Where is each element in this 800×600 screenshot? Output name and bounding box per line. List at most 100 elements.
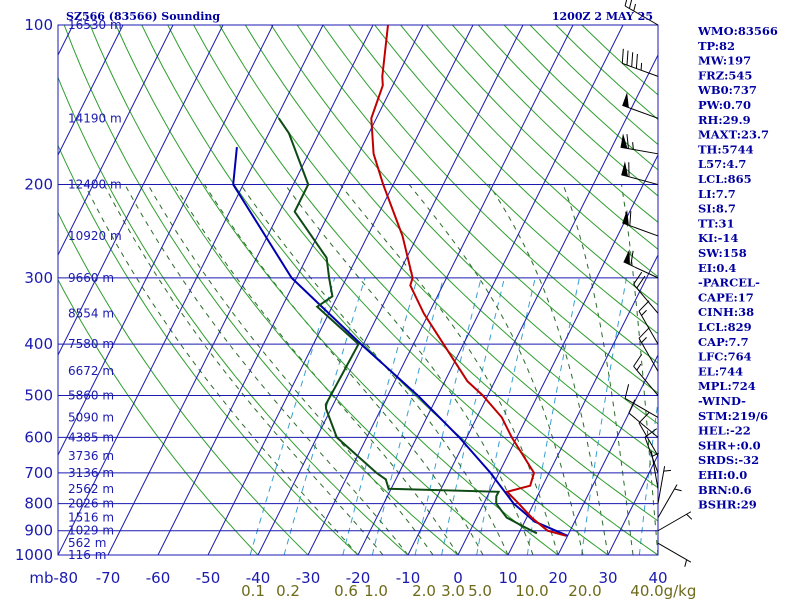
- chart-time: 1200Z 2 MAY 25: [552, 10, 653, 23]
- temperature-line: [370, 25, 567, 537]
- wind-barb-staff: [633, 283, 659, 314]
- wind-barb-full: [629, 211, 632, 226]
- mixing-ratio-line: [441, 277, 505, 555]
- index-value: LCL:829: [698, 320, 752, 334]
- dry-adiabat: [400, 25, 658, 278]
- temperature-tick-label: -40: [246, 569, 271, 587]
- wind-barb-full: [624, 384, 630, 399]
- wind-barb-half: [636, 363, 642, 371]
- height-label: 7580 m: [68, 337, 114, 351]
- wind-barb-staff: [624, 5, 659, 26]
- index-value: KI:-14: [698, 231, 738, 245]
- wind-barb-pennant: [622, 92, 629, 108]
- mixing-ratio-label: 0.2: [276, 582, 300, 600]
- dry-adiabat: [374, 25, 658, 306]
- pressure-tick-label: 400: [24, 335, 53, 353]
- index-value: MAXT:23.7: [698, 128, 769, 142]
- height-label: 4385 m: [68, 430, 114, 444]
- isotherm-line: [307, 25, 574, 555]
- mixing-ratio-label: 3.0: [441, 582, 465, 600]
- wind-barb-staff: [622, 104, 659, 119]
- height-label: 9660 m: [68, 271, 114, 285]
- height-label: 1516 m: [68, 511, 114, 525]
- index-value: SRDS:-32: [698, 453, 759, 467]
- pressure-tick-label: 600: [24, 428, 53, 446]
- isotherm-line: [107, 25, 374, 555]
- mixing-ratio-line: [581, 277, 627, 555]
- dry-adiabats: [58, 25, 658, 555]
- index-value: CINH:38: [698, 305, 754, 319]
- indices-panel: WMO:83566TP:82MW:197FRZ:545WB0:737PW:0.7…: [697, 24, 778, 512]
- height-label: 12400 m: [68, 178, 122, 192]
- mixing-ratio-label: 10.0: [515, 582, 548, 600]
- dry-adiabat: [244, 25, 658, 456]
- wind-barb-half: [641, 337, 647, 343]
- wind-barb-full: [633, 354, 643, 367]
- wind-barb-half: [686, 513, 693, 520]
- moist-adiabat: [84, 184, 359, 555]
- wind-barb: [624, 0, 659, 26]
- index-value: CAP:7.7: [698, 335, 749, 349]
- wind-barb-staff: [638, 338, 659, 372]
- wind-barb-full: [631, 52, 634, 67]
- index-value: PW:0.70: [698, 98, 751, 112]
- wind-barb: [623, 249, 659, 279]
- moist-adiabat: [488, 184, 609, 555]
- dewpoint-line: [277, 117, 538, 535]
- isotherm-line: [607, 453, 658, 555]
- mixing-ratio-line: [526, 277, 580, 555]
- dry-adiabat: [58, 278, 259, 555]
- height-label: 8554 m: [68, 306, 114, 320]
- wind-barb: [620, 133, 659, 155]
- temperature-tick-label: -60: [146, 569, 171, 587]
- height-label: 562 m: [68, 536, 106, 550]
- index-value: HEL:-22: [698, 424, 751, 438]
- isotherm-line: [557, 353, 658, 555]
- wind-barb: [657, 466, 672, 504]
- index-value: TT:31: [698, 216, 735, 230]
- height-label: 5090 m: [68, 410, 114, 424]
- temperature-tick-label: 20: [548, 569, 567, 587]
- temperature-tick-label: 40: [648, 569, 667, 587]
- mixing-ratio-label: 40.0: [630, 582, 663, 600]
- wind-barb: [638, 327, 659, 372]
- dry-adiabat: [58, 211, 309, 555]
- height-label: 116 m: [68, 548, 106, 562]
- pressure-tick-label: 1000: [15, 546, 53, 564]
- index-value: LI:7.7: [698, 187, 736, 201]
- height-label: 1029 m: [68, 524, 114, 538]
- wind-barb: [657, 511, 693, 532]
- height-labels: 16530 m 14190 m 12400 m 10920 m 9660 m 8554 m…: [68, 18, 122, 562]
- moist-adiabat: [103, 184, 384, 555]
- isotherm-line: [357, 25, 624, 555]
- wind-barb-staff: [622, 62, 659, 77]
- index-value: FRZ:545: [698, 68, 752, 82]
- index-value: -WIND-: [698, 394, 746, 408]
- wind-barb-staff: [657, 484, 678, 518]
- mixing-ratio-label: 5.0: [468, 582, 492, 600]
- index-value: RH:29.9: [698, 113, 751, 127]
- wind-barb: [650, 451, 660, 489]
- pressure-tick-label: 300: [24, 269, 53, 287]
- isotherm-line: [507, 253, 658, 555]
- wind-barb-pennant: [622, 209, 629, 226]
- wind-barb-staff: [657, 542, 692, 563]
- isotherm-line: [407, 53, 658, 555]
- wind-barb-half: [632, 142, 634, 150]
- temperature-tick-label: -70: [96, 569, 121, 587]
- wind-barb-full: [636, 275, 646, 289]
- wind-barb-staff: [638, 310, 659, 345]
- index-value: CAPE:17: [698, 290, 754, 304]
- index-value: EHI:0.0: [698, 468, 747, 482]
- temperature-tick-label: mb-80: [29, 569, 78, 587]
- temperature-tick-label: -10: [396, 569, 421, 587]
- wind-barb: [621, 48, 659, 77]
- index-value: BSHR:29: [698, 498, 757, 512]
- wind-barb-half: [674, 488, 682, 492]
- wind-barb-staff: [657, 511, 692, 532]
- wind-barb-full: [644, 428, 658, 438]
- moist-adiabat: [173, 184, 459, 555]
- pressure-tick-label: 700: [24, 464, 53, 482]
